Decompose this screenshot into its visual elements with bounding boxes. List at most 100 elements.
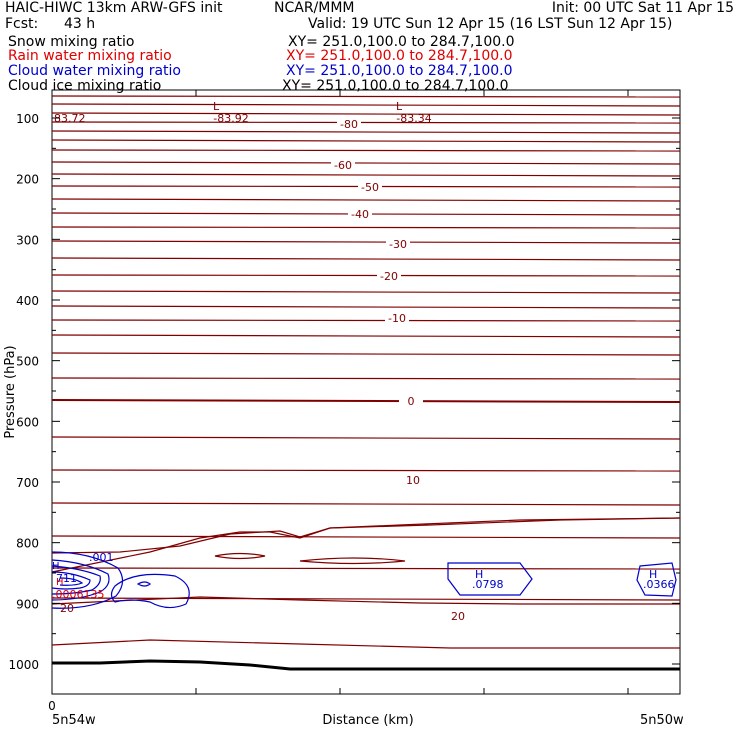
isotherm — [51, 274, 681, 277]
isotherm — [51, 517, 681, 573]
isotherm — [51, 290, 681, 294]
x-right-label: 5n50w — [640, 713, 684, 728]
cloud-water-contour — [51, 571, 91, 590]
isotherm — [51, 469, 681, 472]
isotherm — [51, 597, 681, 601]
isotherm-label: 20 — [451, 610, 465, 623]
isotherm — [51, 139, 681, 143]
isotherm — [51, 112, 681, 116]
label-bg — [358, 180, 382, 192]
x-tick-label: 0 — [48, 699, 56, 713]
rain-high-value: .0006135 — [52, 588, 105, 601]
rain-high-marker: H — [56, 577, 64, 588]
isotherm — [51, 319, 681, 322]
isotherm — [51, 639, 680, 649]
fcst-label: Fcst: — [5, 16, 39, 32]
isotherm — [51, 95, 681, 98]
field-rain-xy: XY= 251.0,100.0 to 284.7,100.0 — [286, 48, 513, 64]
cloud-water-high-value: .0798 — [472, 578, 504, 591]
y-tick-label: 300 — [16, 233, 39, 247]
low-value: -83.34 — [396, 112, 431, 125]
isotherm — [51, 436, 681, 440]
y-tick-label: 700 — [16, 476, 39, 490]
isotherm-label: -20 — [380, 270, 398, 283]
cloud-water-high-marker: H — [649, 568, 657, 581]
label-bg — [386, 237, 410, 249]
isotherm — [51, 173, 681, 177]
cloud-water-contour — [51, 551, 124, 609]
cloud-water-label: .001 — [89, 551, 114, 564]
fcst-value: 43 h — [64, 16, 96, 32]
cloud-water-contour — [636, 562, 677, 597]
label-bg — [446, 609, 470, 621]
isotherm — [51, 130, 681, 134]
isotherm — [51, 226, 681, 229]
cloud-water-label: 711 — [56, 572, 77, 585]
terrain-line — [52, 659, 680, 671]
isotherm — [51, 198, 681, 202]
isotherm — [51, 399, 681, 403]
title-center: NCAR/MMM — [274, 0, 355, 16]
y-tick-label: 900 — [16, 597, 39, 611]
y-tick-label: 600 — [16, 415, 39, 429]
isotherm-label: 10 — [406, 474, 420, 487]
y-tick-label: 800 — [16, 537, 39, 551]
cloud-water-contour — [110, 573, 190, 609]
label-bg — [377, 269, 401, 281]
isotherm-label: -10 — [388, 312, 406, 325]
isotherm — [51, 161, 681, 165]
isotherm-label: -30 — [389, 238, 407, 251]
isotherm — [51, 502, 681, 506]
label-bg — [385, 311, 409, 323]
low-marker: L — [396, 100, 403, 113]
isotherm-label: -80 — [340, 118, 358, 131]
y-tick-label: 100 — [16, 112, 39, 126]
isotherm — [51, 352, 681, 356]
isotherm — [51, 535, 681, 539]
isotherm-label: -60 — [334, 159, 352, 172]
label-bg — [337, 117, 361, 129]
isotherm — [51, 517, 681, 554]
isotherm — [51, 257, 681, 261]
cloud-water-contour — [51, 565, 101, 595]
field-cloudwater-name: Cloud water mixing ratio — [8, 63, 181, 79]
low-marker: L — [213, 100, 220, 113]
label-bg — [348, 207, 372, 219]
title-left: HAIC-HIWC 13km ARW-GFS init — [5, 0, 223, 16]
isotherm — [51, 596, 680, 605]
y-tick-label: 400 — [16, 294, 39, 308]
field-snow-xy: XY= 251.0,100.0 to 284.7,100.0 — [288, 34, 515, 50]
isotherm — [51, 149, 681, 152]
init-time: Init: 00 UTC Sat 11 Apr 15 — [551, 0, 734, 16]
cloud-water-contour — [51, 559, 110, 601]
valid-time: Valid: 19 UTC Sun 12 Apr 15 (16 LST Sun … — [308, 16, 673, 32]
y-axis-title: Pressure (hPa) — [3, 345, 18, 438]
x-axis-title: Distance (km) — [322, 713, 413, 728]
field-snow-name: Snow mixing ratio — [8, 34, 135, 50]
isotherm-label: -50 — [361, 181, 379, 194]
label-bg — [331, 158, 355, 170]
isotherm-closed — [214, 552, 266, 560]
isotherm — [51, 377, 681, 380]
label-bg — [401, 473, 425, 485]
cloud-water-high-marker: H — [475, 568, 483, 581]
cloud-water-high-value: .0366 — [643, 578, 675, 591]
isotherm-closed — [299, 557, 406, 565]
x-left-label: 5n54w — [52, 713, 96, 728]
cloud-water-contour — [59, 577, 84, 586]
field-cloudwater-xy: XY= 251.0,100.0 to 284.7,100.0 — [286, 63, 513, 79]
edge-value: 83.72 — [54, 112, 86, 125]
isotherm — [51, 567, 681, 570]
cloud-water-high-marker: H — [52, 561, 60, 572]
cloud-water-contour — [136, 581, 151, 587]
cloud-water-contour — [447, 562, 533, 596]
field-rain-name: Rain water mixing ratio — [8, 48, 172, 64]
y-tick-label: 500 — [16, 355, 39, 369]
isotherm — [51, 240, 681, 244]
isotherm — [51, 103, 681, 107]
isotherm-label: 0 — [408, 395, 415, 408]
isotherm — [51, 334, 681, 338]
temperature-labels: -80-60-50-40-30-20-1001020L-83.92L-83.34… — [54, 100, 470, 623]
